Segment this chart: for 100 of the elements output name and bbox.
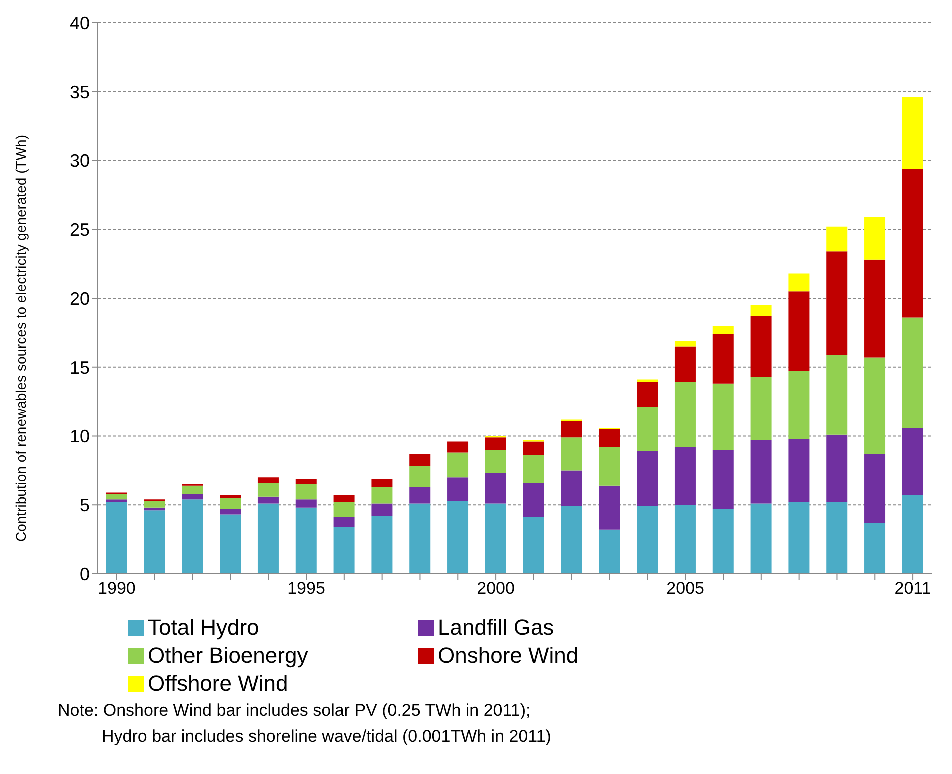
- bar: [788, 502, 810, 574]
- bar: [712, 384, 734, 450]
- y-tick-label: 40: [70, 13, 90, 34]
- bar: [788, 439, 810, 502]
- bar: [712, 450, 734, 510]
- bar: [902, 169, 924, 318]
- y-tick-label: 35: [70, 82, 90, 102]
- y-tick-label: 15: [70, 358, 90, 378]
- bar: [637, 451, 658, 507]
- bar: [902, 318, 924, 428]
- bar: [485, 438, 506, 450]
- bar: [448, 442, 469, 453]
- y-axis-title: Contribution of renewables sources to electricity generated (TWh): [12, 135, 29, 542]
- bar: [599, 486, 620, 530]
- bar: [674, 341, 696, 347]
- legend-label: Offshore Wind: [148, 671, 288, 697]
- legend-label: Total Hydro: [148, 615, 260, 641]
- bar: [712, 334, 734, 384]
- x-tick-label: 2011: [894, 579, 932, 598]
- bar: [712, 326, 734, 334]
- bar: [485, 473, 506, 504]
- bar: [144, 500, 166, 508]
- bar: [372, 487, 393, 504]
- bar: [902, 428, 924, 496]
- bar: [902, 495, 924, 574]
- text: Note: Onshore Wind bar includes solar PV (0.25 TWh in 2011);: [58, 700, 532, 722]
- bar: [826, 252, 848, 355]
- bar: [523, 518, 544, 574]
- bar: [410, 504, 431, 574]
- bar: [182, 500, 204, 574]
- bar: [485, 504, 506, 574]
- bar: [826, 226, 848, 252]
- bar: [523, 442, 544, 456]
- bar: [788, 372, 810, 440]
- bar: [674, 505, 696, 574]
- bar: [523, 483, 544, 518]
- y-tick-label: 0: [80, 564, 90, 584]
- bar: [826, 354, 848, 435]
- bar: [334, 495, 355, 502]
- bar: [448, 500, 469, 574]
- bar: [788, 292, 810, 372]
- legend-label: Landfill Gas: [438, 615, 554, 641]
- bar: [258, 483, 279, 497]
- legend-label: Onshore Wind: [438, 643, 579, 669]
- bar: [864, 454, 886, 524]
- bar: [599, 447, 620, 486]
- bar: [674, 447, 696, 506]
- bar: [826, 434, 848, 502]
- bar: [561, 470, 582, 507]
- bar: [674, 382, 696, 448]
- bar: [750, 316, 772, 378]
- x-tick-label: 1990: [98, 579, 136, 598]
- bar: [674, 346, 696, 383]
- y-tick-label: 30: [70, 151, 90, 172]
- bar: [182, 494, 204, 500]
- bar: [106, 500, 128, 502]
- bar: [599, 530, 620, 574]
- bar: [712, 509, 734, 574]
- bar: [220, 509, 242, 515]
- bar: [788, 274, 810, 292]
- y-tick-label: 5: [80, 496, 90, 516]
- y-tick-label: 10: [70, 426, 90, 447]
- bar: [334, 502, 355, 518]
- bar: [258, 496, 279, 504]
- bar: [750, 504, 772, 574]
- bar: [296, 500, 317, 508]
- y-tick-label: 20: [70, 288, 90, 309]
- bar: [296, 508, 317, 574]
- x-tick-label: 2000: [477, 579, 515, 598]
- bar: [220, 495, 242, 498]
- legend-label: Other Bioenergy: [148, 643, 308, 669]
- bar: [523, 456, 544, 484]
- bar: [258, 478, 279, 484]
- x-tick-label: 1995: [288, 579, 326, 598]
- bar: [106, 502, 128, 574]
- bar: [637, 407, 658, 452]
- bar: [448, 452, 469, 478]
- bar: [220, 498, 242, 510]
- bar: [750, 440, 772, 504]
- bar: [864, 358, 886, 454]
- bar: [561, 438, 582, 471]
- bar: [144, 508, 166, 511]
- bar: [410, 487, 431, 504]
- bar: [864, 260, 886, 358]
- bar: [372, 516, 393, 574]
- bar: [637, 382, 658, 408]
- bar: [296, 478, 317, 484]
- bar: [220, 514, 242, 574]
- bar: [750, 377, 772, 440]
- bar: [258, 504, 279, 574]
- bar: [485, 450, 506, 474]
- bar: [334, 527, 355, 574]
- bar: [864, 523, 886, 574]
- bar: [826, 502, 848, 574]
- bar: [448, 478, 469, 501]
- bar: [637, 380, 658, 383]
- bar: [561, 421, 582, 438]
- bar: [334, 518, 355, 528]
- bar: [637, 506, 658, 574]
- bar: [372, 478, 393, 488]
